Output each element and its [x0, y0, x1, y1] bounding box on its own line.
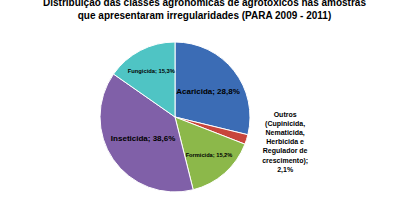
svg-text:Outros(Cupinicida,Nematicida,H: Outros(Cupinicida,Nematicida,Herbicida e…	[262, 111, 308, 174]
svg-text:Distribuição das classes agron: Distribuição das classes agronômicas de …	[43, 0, 366, 21]
svg-text:Formicida; 15,2%: Formicida; 15,2%	[186, 152, 233, 158]
svg-text:Acaricida; 28,8%: Acaricida; 28,8%	[176, 87, 240, 96]
svg-text:Inseticida; 38,6%: Inseticida; 38,6%	[111, 134, 175, 143]
svg-text:Fungicida; 15,3%: Fungicida; 15,3%	[128, 68, 175, 74]
